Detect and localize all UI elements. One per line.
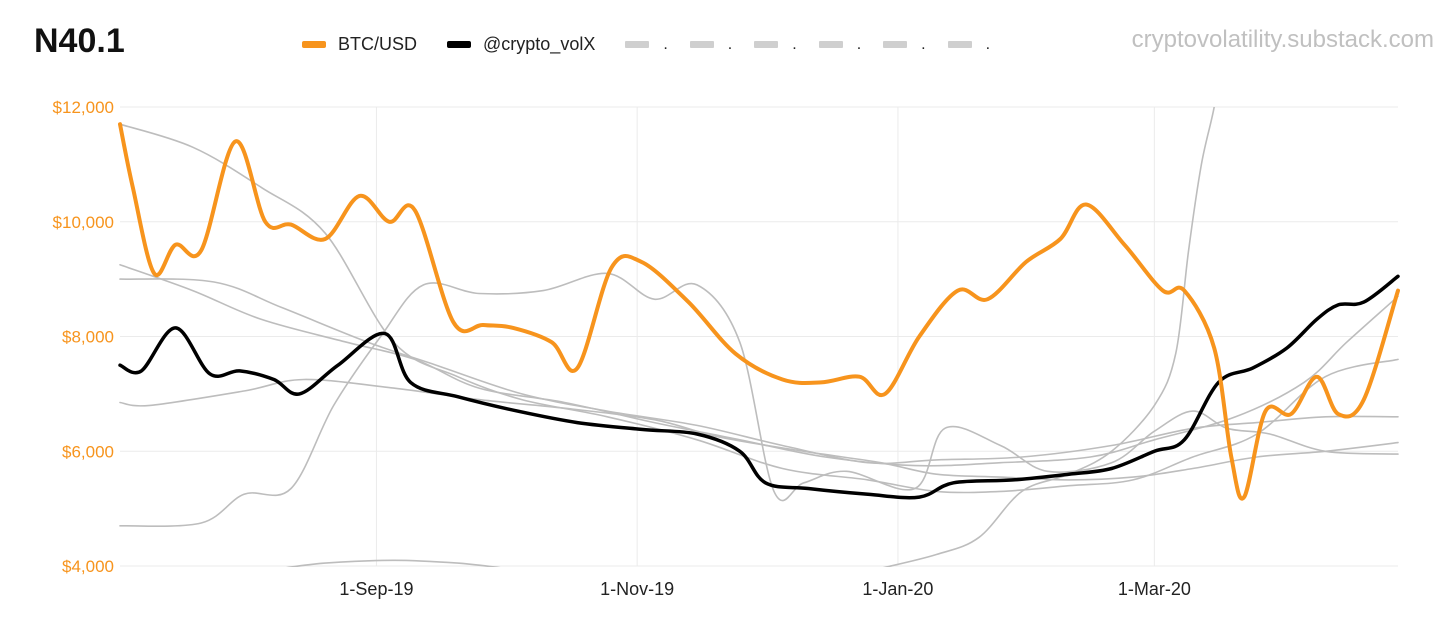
series-line-btc [118, 122, 1400, 501]
legend-placeholder-label: . [985, 35, 991, 53]
y-tick-label: $4,000 [62, 557, 114, 576]
legend-label-btc: BTC/USD [338, 34, 418, 54]
legend-placeholder-2[interactable]: . [689, 35, 733, 54]
chart-title: N40.1 [34, 22, 125, 60]
watermark: cryptovolatility.substack.com [1131, 26, 1434, 53]
legend-placeholder-4[interactable]: . [818, 35, 862, 54]
series-line-gray-3 [119, 264, 1399, 467]
series-line-volx [118, 274, 1400, 500]
legend-placeholder-label: . [921, 35, 926, 53]
legend-placeholder-label: . [663, 35, 668, 53]
legend-placeholder-3[interactable]: . [754, 35, 797, 54]
legend-item-volx[interactable]: @crypto_volX [447, 34, 595, 55]
legend-item-btc[interactable]: BTC/USD [302, 34, 417, 55]
series-group [118, 107, 1400, 567]
legend: BTC/USD @crypto_volX . . . . . . [302, 34, 1012, 55]
legend-swatch-volx [447, 41, 472, 48]
y-tick-label: $10,000 [53, 213, 114, 232]
legend-placeholder-5[interactable]: . [883, 35, 926, 54]
legend-placeholder-label: . [792, 35, 797, 53]
series-line-gray-5 [119, 378, 1399, 481]
legend-swatch-placeholder [947, 41, 972, 48]
legend-placeholder-label: . [856, 35, 862, 53]
x-tick-label: 1-Mar-20 [1118, 579, 1191, 599]
legend-swatch-placeholder [818, 41, 843, 48]
legend-swatch-placeholder [689, 41, 714, 48]
legend-swatch-placeholder [883, 41, 908, 48]
legend-placeholder-6[interactable]: . [947, 35, 991, 54]
x-tick-label: 1-Jan-20 [862, 579, 933, 599]
y-tick-label: $8,000 [62, 328, 114, 347]
series-line-gray-7 [285, 559, 501, 567]
series-line-gray-8 [882, 107, 1216, 567]
x-tick-label: 1-Nov-19 [600, 579, 674, 599]
y-tick-label: $12,000 [53, 98, 114, 117]
legend-swatch-placeholder [625, 41, 650, 48]
y-tick-label: $6,000 [62, 442, 114, 461]
series-line-gray-2 [119, 123, 1399, 494]
series-line-gray-6 [119, 272, 1399, 527]
legend-placeholder-1[interactable]: . [625, 35, 668, 54]
legend-swatch-btc [302, 41, 326, 48]
x-tick-label: 1-Sep-19 [339, 579, 413, 599]
legend-label-volx: @crypto_volX [483, 34, 596, 54]
series-line-gray-4 [119, 278, 1399, 465]
legend-swatch-placeholder [754, 41, 779, 48]
legend-placeholder-label: . [727, 35, 733, 53]
